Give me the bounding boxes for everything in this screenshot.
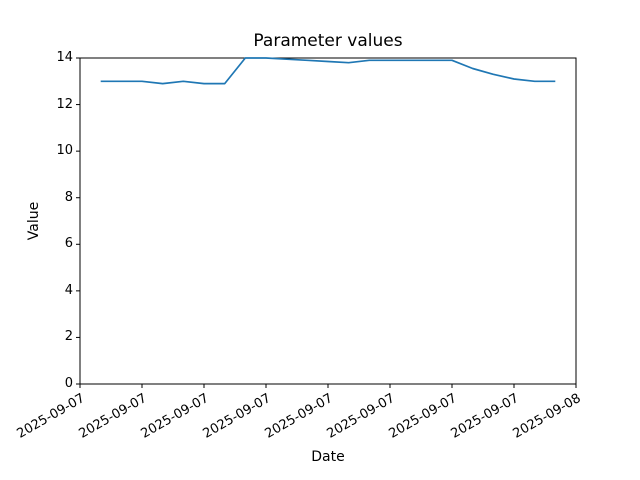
y-tick-label: 10 xyxy=(56,143,73,159)
x-axis-label: Date xyxy=(311,449,345,465)
y-tick-label: 14 xyxy=(56,50,73,65)
chart-title: Parameter values xyxy=(253,31,403,51)
y-tick-label: 6 xyxy=(64,236,73,252)
y-tick-label: 0 xyxy=(64,376,73,391)
y-tick-label: 12 xyxy=(56,96,73,112)
y-tick-label: 8 xyxy=(64,189,73,205)
data-line xyxy=(100,57,556,85)
y-tick-label: 2 xyxy=(64,329,73,345)
plot-frame xyxy=(79,57,577,385)
y-tick-label: 4 xyxy=(64,282,73,298)
